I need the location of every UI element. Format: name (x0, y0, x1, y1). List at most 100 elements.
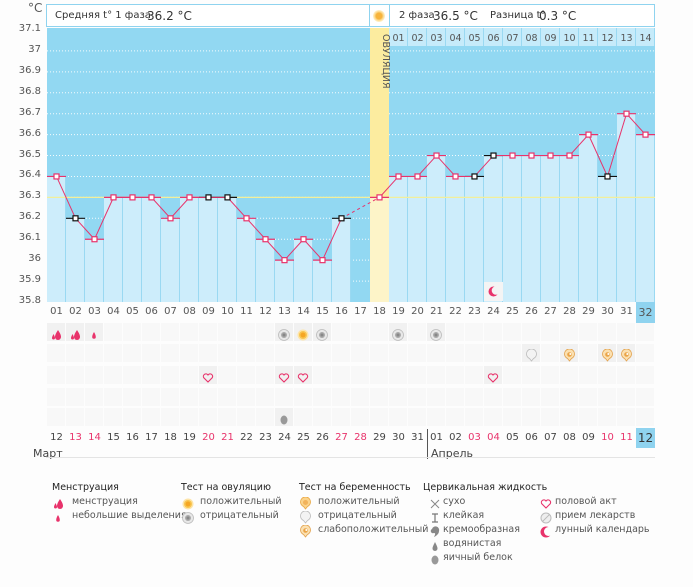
calendar-date[interactable]: 08 (563, 432, 576, 443)
symptom-cell-ovulation-negative[interactable] (427, 323, 445, 341)
symptom-cell-empty[interactable] (85, 388, 103, 406)
symptom-cell-empty[interactable] (370, 344, 388, 362)
symptom-cell-ovulation-negative[interactable] (389, 323, 407, 341)
symptom-cell-empty[interactable] (351, 344, 369, 362)
symptom-cell-empty[interactable] (503, 366, 521, 384)
symptom-cell-empty[interactable] (218, 388, 236, 406)
symptom-cell-empty[interactable] (408, 344, 426, 362)
symptom-cell-empty[interactable] (579, 344, 597, 362)
calendar-date[interactable]: 26 (316, 432, 329, 443)
symptom-cell-empty[interactable] (636, 366, 654, 384)
symptom-cell-empty[interactable] (560, 366, 578, 384)
symptom-cell-empty[interactable] (237, 323, 255, 341)
symptom-cell-empty[interactable] (161, 366, 179, 384)
symptom-cell-empty[interactable] (408, 366, 426, 384)
symptom-cell-empty[interactable] (123, 344, 141, 362)
symptom-cell-empty[interactable] (47, 388, 65, 406)
symptom-cell-empty[interactable] (503, 344, 521, 362)
symptom-cell-empty[interactable] (332, 366, 350, 384)
symptom-cell-empty[interactable] (256, 344, 274, 362)
symptom-cell-empty[interactable] (313, 366, 331, 384)
symptom-cell-empty[interactable] (389, 366, 407, 384)
symptom-cell-empty[interactable] (161, 408, 179, 426)
calendar-date[interactable]: 12 (50, 432, 63, 443)
symptom-cell-intercourse[interactable] (199, 366, 217, 384)
symptom-cell-empty[interactable] (560, 323, 578, 341)
symptom-cell-empty[interactable] (370, 388, 388, 406)
symptom-cell-empty[interactable] (123, 388, 141, 406)
symptom-cell-empty[interactable] (579, 388, 597, 406)
symptom-cell-empty[interactable] (237, 408, 255, 426)
symptom-cell-empty[interactable] (503, 408, 521, 426)
symptom-cell-empty[interactable] (313, 344, 331, 362)
symptom-cell-empty[interactable] (332, 408, 350, 426)
calendar-date[interactable]: 14 (88, 432, 101, 443)
symptom-cell-empty[interactable] (389, 388, 407, 406)
symptom-cell-empty[interactable] (579, 408, 597, 426)
symptom-cell-pregnancy-faint[interactable] (617, 344, 635, 362)
symptom-cell-intercourse[interactable] (275, 366, 293, 384)
symptom-cell-empty[interactable] (85, 408, 103, 426)
calendar-date[interactable]: 28 (354, 432, 367, 443)
calendar-date[interactable]: 11 (620, 432, 633, 443)
symptom-cell-empty[interactable] (408, 408, 426, 426)
calendar-date[interactable]: 17 (145, 432, 158, 443)
symptom-cell-empty[interactable] (636, 388, 654, 406)
symptom-cell-intercourse[interactable] (294, 366, 312, 384)
symptom-cell-ovulation-positive[interactable] (294, 323, 312, 341)
symptom-cell-empty[interactable] (256, 323, 274, 341)
symptom-cell-empty[interactable] (370, 408, 388, 426)
symptom-cell-empty[interactable] (484, 344, 502, 362)
symptom-cell-empty[interactable] (541, 408, 559, 426)
symptom-cell-empty[interactable] (218, 344, 236, 362)
symptom-cell-empty[interactable] (598, 366, 616, 384)
symptom-cell-empty[interactable] (408, 388, 426, 406)
symptom-cell-empty[interactable] (104, 344, 122, 362)
calendar-date[interactable]: 20 (202, 432, 215, 443)
symptom-cell-empty[interactable] (427, 408, 445, 426)
symptom-cell-spotting[interactable] (85, 323, 103, 341)
symptom-cell-empty[interactable] (313, 388, 331, 406)
calendar-date[interactable]: 04 (487, 432, 500, 443)
symptom-cell-empty[interactable] (85, 344, 103, 362)
symptom-cell-empty[interactable] (446, 344, 464, 362)
calendar-date[interactable]: 27 (335, 432, 348, 443)
symptom-cell-empty[interactable] (256, 366, 274, 384)
symptom-cell-empty[interactable] (47, 408, 65, 426)
symptom-cell-ovulation-negative[interactable] (275, 323, 293, 341)
symptom-cell-empty[interactable] (389, 408, 407, 426)
symptom-cell-empty[interactable] (161, 344, 179, 362)
symptom-cell-empty[interactable] (503, 388, 521, 406)
symptom-cell-intercourse[interactable] (484, 366, 502, 384)
symptom-cell-empty[interactable] (522, 366, 540, 384)
calendar-date[interactable]: 07 (544, 432, 557, 443)
calendar-date[interactable]: 29 (373, 432, 386, 443)
symptom-cell-menstruation[interactable] (66, 323, 84, 341)
symptom-cell-empty[interactable] (370, 323, 388, 341)
symptom-cell-empty[interactable] (617, 408, 635, 426)
symptom-cell-empty[interactable] (427, 344, 445, 362)
calendar-date[interactable]: 09 (582, 432, 595, 443)
symptom-cell-empty[interactable] (389, 344, 407, 362)
symptom-cell-empty[interactable] (351, 323, 369, 341)
symptom-cell-empty[interactable] (446, 366, 464, 384)
calendar-date[interactable]: 16 (126, 432, 139, 443)
symptom-cell-empty[interactable] (446, 388, 464, 406)
symptom-cell-empty[interactable] (218, 366, 236, 384)
symptom-cell-empty[interactable] (199, 344, 217, 362)
symptom-cell-empty[interactable] (541, 366, 559, 384)
symptom-cell-empty[interactable] (636, 323, 654, 341)
symptom-cell-empty[interactable] (617, 388, 635, 406)
symptom-cell-empty[interactable] (351, 408, 369, 426)
symptom-cell-empty[interactable] (66, 408, 84, 426)
symptom-cell-empty[interactable] (465, 344, 483, 362)
symptom-cell-ovulation-negative[interactable] (313, 323, 331, 341)
symptom-cell-empty[interactable] (484, 323, 502, 341)
symptom-cell-empty[interactable] (180, 344, 198, 362)
calendar-date[interactable]: 23 (259, 432, 272, 443)
calendar-date[interactable]: 13 (69, 432, 82, 443)
symptom-cell-empty[interactable] (85, 366, 103, 384)
symptom-cell-empty[interactable] (104, 408, 122, 426)
symptom-cell-empty[interactable] (142, 344, 160, 362)
symptom-cell-empty[interactable] (579, 323, 597, 341)
